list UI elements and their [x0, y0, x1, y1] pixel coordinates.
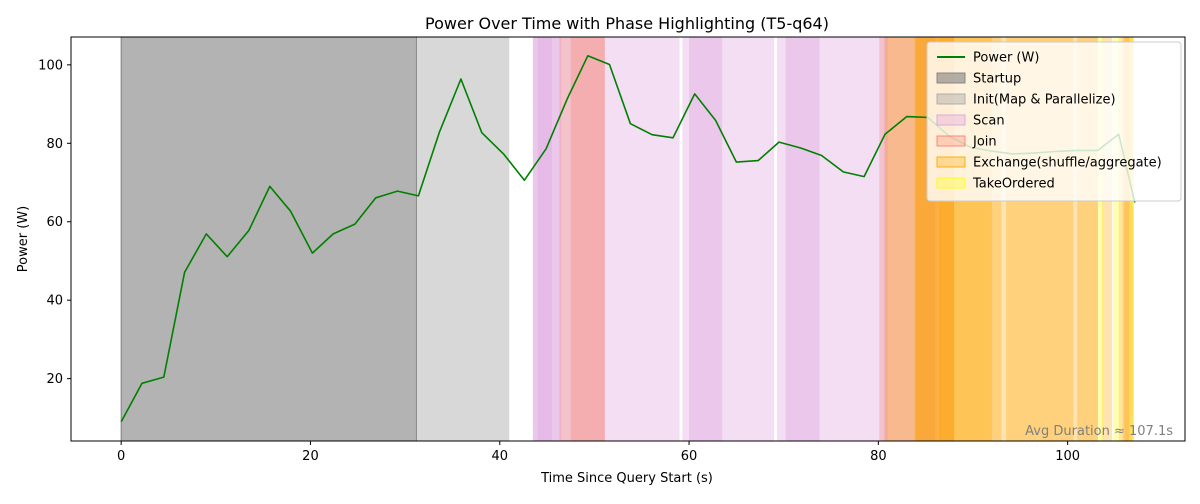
legend-swatch: [936, 114, 966, 126]
legend-label: Exchange(shuffle/aggregate): [973, 156, 1162, 171]
chart-title: Power Over Time with Phase Highlighting …: [425, 14, 829, 33]
legend-swatch: [936, 177, 966, 189]
phase-band-join: [559, 37, 605, 441]
phase-band-scan: [785, 37, 820, 441]
phase-band-scan: [722, 37, 775, 441]
x-tick-label: 100: [1055, 449, 1080, 464]
phase-band-scan: [537, 37, 562, 441]
phase-band-join: [879, 37, 936, 441]
x-tick-label: 80: [870, 449, 887, 464]
phase-band-scan: [689, 37, 723, 441]
x-axis-ticks: 0 20 40 60 80 100: [117, 441, 1080, 464]
x-axis-label: Time Since Query Start (s): [540, 471, 713, 486]
x-tick-label: 20: [302, 449, 319, 464]
phase-band-scan: [532, 37, 552, 441]
phase-band-exchange-shuffle-aggregate: [1086, 37, 1098, 441]
y-axis-ticks: 20 40 60 80 100: [38, 58, 71, 387]
phase-band-scan: [682, 37, 690, 441]
phase-band-scan: [821, 37, 879, 441]
phase-band-scan: [689, 37, 723, 441]
legend-label: Join: [972, 135, 997, 150]
legend-swatch: [936, 93, 966, 105]
phase-band-takeordered: [1130, 37, 1134, 441]
legend-label: Power (W): [973, 51, 1039, 66]
phase-band-join: [570, 37, 605, 441]
y-axis-label: Power (W): [16, 206, 31, 272]
y-tick-label: 100: [38, 58, 63, 73]
phase-band-exchange-shuffle-aggregate: [1122, 37, 1130, 441]
legend-label: Startup: [973, 72, 1021, 87]
x-tick-label: 40: [491, 449, 508, 464]
phase-band-exchange-shuffle-aggregate: [1124, 37, 1134, 441]
y-tick-label: 40: [46, 294, 63, 309]
plot-frame: [70, 36, 1186, 442]
phase-band-takeordered: [1113, 37, 1121, 441]
y-tick-label: 60: [46, 215, 63, 230]
y-tick-label: 80: [46, 137, 63, 152]
phase-band-init-map-parallelize: [416, 37, 510, 441]
phase-band-takeordered: [1097, 37, 1104, 441]
legend-box: [926, 41, 1182, 202]
phase-band-exchange-shuffle-aggregate: [1101, 37, 1113, 441]
legend-label: Init(Map & Parallelize): [973, 93, 1116, 108]
phase-band-scan: [878, 37, 888, 441]
duration-annotation: Avg Duration ≈ 107.1s: [1025, 424, 1173, 439]
y-tick-label: 20: [46, 372, 63, 387]
legend: Power (W) Startup Init(Map & Parallelize) S…: [926, 41, 1182, 202]
x-tick-label: 60: [681, 449, 698, 464]
x-tick-label: 0: [117, 449, 125, 464]
phase-band-startup: [120, 36, 417, 442]
legend-swatch: [936, 72, 966, 84]
legend-label: TakeOrdered: [972, 177, 1055, 192]
phase-band-scan: [777, 37, 786, 441]
phase-band-scan: [785, 37, 822, 441]
legend-swatch: [936, 156, 966, 168]
legend-label: Scan: [973, 114, 1005, 129]
phase-band-scan: [603, 37, 680, 441]
legend-swatch: [936, 135, 966, 147]
